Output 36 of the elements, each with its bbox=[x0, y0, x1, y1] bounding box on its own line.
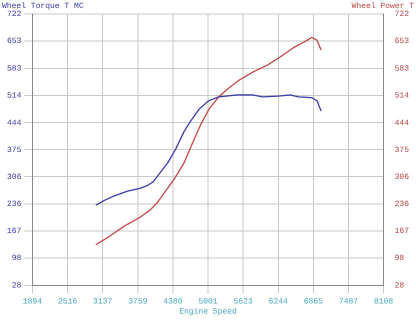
y-tick-label: 236 bbox=[6, 200, 22, 210]
x-tick-label: 7487 bbox=[338, 297, 358, 306]
x-axis-title: Engine Speed bbox=[179, 308, 238, 317]
y-tick-label: 167 bbox=[6, 227, 22, 236]
x-tick-label: 6244 bbox=[268, 297, 288, 306]
x-tick-label: 3137 bbox=[93, 297, 112, 306]
y2-tick-label: 583 bbox=[394, 64, 410, 74]
x-tick-label: 6865 bbox=[304, 297, 324, 306]
y2-tick-label: 236 bbox=[394, 200, 410, 210]
y2-tick-label: 306 bbox=[394, 172, 410, 182]
y2-tick-label: 375 bbox=[394, 146, 410, 155]
x-tick-label: 4380 bbox=[163, 297, 183, 306]
y-tick-label: 583 bbox=[6, 64, 22, 74]
x-tick-label: 5001 bbox=[198, 297, 218, 306]
y-tick-label: 722 bbox=[6, 10, 22, 20]
x-tick-label: 1894 bbox=[22, 297, 42, 306]
x-tick-label: 8108 bbox=[374, 297, 394, 306]
y2-tick-label: 653 bbox=[394, 37, 410, 46]
y-axis-title: Wheel Torque T MC bbox=[2, 2, 84, 12]
y-tick-label: 306 bbox=[6, 172, 22, 182]
y2-tick-label: 28 bbox=[394, 282, 404, 291]
y2-tick-label: 514 bbox=[394, 91, 410, 100]
y-tick-label: 98 bbox=[12, 254, 22, 264]
y2-tick-label: 98 bbox=[394, 254, 404, 264]
y-tick-label: 653 bbox=[6, 37, 22, 46]
x-tick-label: 2516 bbox=[58, 297, 78, 306]
y2-tick-label: 444 bbox=[394, 118, 410, 128]
y2-axis-title: Wheel Power T bbox=[352, 2, 414, 12]
y-tick-label: 28 bbox=[12, 282, 22, 291]
y-tick-label: 375 bbox=[6, 146, 22, 155]
y-tick-label: 514 bbox=[6, 91, 22, 100]
y2-tick-label: 722 bbox=[394, 10, 410, 20]
y2-tick-label: 167 bbox=[394, 227, 410, 236]
x-tick-label: 5623 bbox=[234, 297, 253, 306]
x-tick-label: 3759 bbox=[128, 297, 148, 306]
y-tick-label: 444 bbox=[6, 118, 22, 128]
